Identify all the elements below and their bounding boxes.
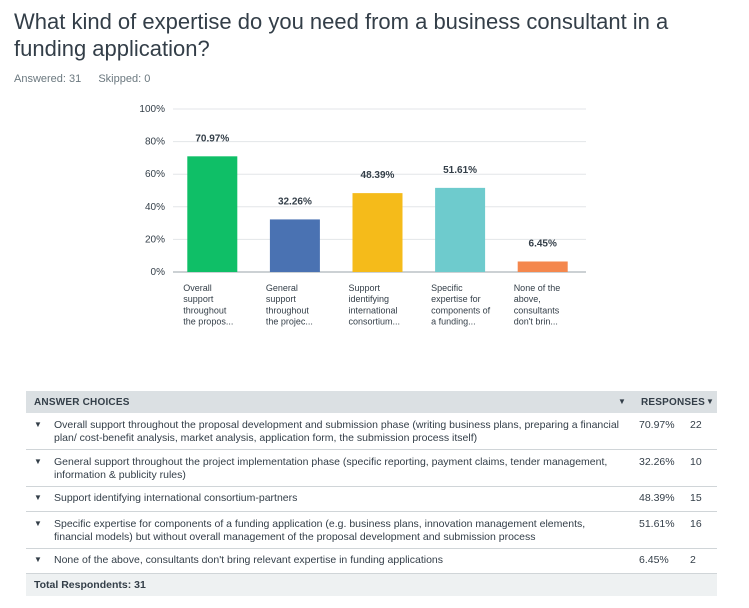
bar <box>517 261 568 272</box>
x-tick-label: None of the above, consultants don't brin..… <box>514 283 561 327</box>
row-expand-icon[interactable]: ▼ <box>34 493 42 502</box>
answer-text: Support identifying international consor… <box>54 492 298 504</box>
table-header: ANSWER CHOICES ▼ RESPONSES ▼ <box>26 391 717 413</box>
row-expand-icon[interactable]: ▼ <box>34 519 42 528</box>
answer-text: General support throughout the project i… <box>54 456 608 481</box>
table-row: ▼ Support identifying international cons… <box>26 487 717 512</box>
table-row: ▼ Specific expertise for components of a… <box>26 512 717 549</box>
row-expand-icon[interactable]: ▼ <box>34 420 42 429</box>
y-tick-label: 20% <box>145 234 165 245</box>
data-label: 51.61% <box>443 165 477 176</box>
answer-choices-header[interactable]: ANSWER CHOICES <box>34 397 130 408</box>
row-expand-icon[interactable]: ▼ <box>34 555 42 564</box>
table-row: ▼ General support throughout the project… <box>26 450 717 487</box>
answer-text: Overall support throughout the proposal … <box>54 419 620 444</box>
answered-count: Answered: 31 <box>14 73 82 85</box>
x-tick-label: Overall support throughout the propos... <box>183 283 233 327</box>
question-title: What kind of expertise do you need from … <box>14 9 669 61</box>
responses-header[interactable]: RESPONSES <box>641 397 706 408</box>
response-percent: 32.26% <box>639 456 675 468</box>
x-tick-label: Specific expertise for components of a fund… <box>431 283 491 327</box>
sort-choices-icon[interactable]: ▼ <box>618 397 626 406</box>
response-percent: 70.97% <box>639 419 675 431</box>
table-row: ▼ None of the above, consultants don't b… <box>26 549 717 574</box>
response-count[interactable]: 22 <box>690 419 702 431</box>
data-label: 32.26% <box>278 196 312 207</box>
answer-text: Specific expertise for components of a f… <box>54 518 586 543</box>
table-row: ▼ Overall support throughout the proposa… <box>26 413 717 450</box>
total-respondents: Total Respondents: 31 <box>34 579 146 591</box>
response-count[interactable]: 2 <box>690 554 696 566</box>
table-footer: Total Respondents: 31 <box>26 574 717 596</box>
response-percent: 6.45% <box>639 554 669 566</box>
skipped-count: Skipped: 0 <box>98 73 151 85</box>
answer-text: None of the above, consultants don't bri… <box>54 554 444 566</box>
bar <box>352 193 403 272</box>
x-tick-label: General support throughout the projec... <box>266 283 313 327</box>
y-tick-label: 100% <box>139 104 165 115</box>
response-percent: 48.39% <box>639 492 675 504</box>
data-label: 70.97% <box>195 133 229 144</box>
y-tick-label: 0% <box>151 267 166 278</box>
response-count[interactable]: 10 <box>690 456 702 468</box>
y-tick-label: 80% <box>145 137 165 148</box>
bar-chart: 0% 20% 40% 60% 80% 100% 70.97% Overall support th… <box>139 104 586 327</box>
data-label: 48.39% <box>361 170 395 181</box>
row-expand-icon[interactable]: ▼ <box>34 457 42 466</box>
x-tick-label: Support identifying international consortiu… <box>349 283 401 327</box>
response-percent: 51.61% <box>639 518 675 530</box>
sort-responses-icon[interactable]: ▼ <box>706 397 714 406</box>
bar <box>269 219 320 272</box>
data-label: 6.45% <box>529 238 557 249</box>
y-tick-label: 40% <box>145 202 165 213</box>
y-tick-label: 60% <box>145 169 165 180</box>
response-count[interactable]: 15 <box>690 492 702 504</box>
bar <box>435 187 486 272</box>
response-count[interactable]: 16 <box>690 518 702 530</box>
response-summary: Answered: 31 Skipped: 0 <box>14 73 164 85</box>
answer-table: ANSWER CHOICES ▼ RESPONSES ▼ ▼ Overall s… <box>26 391 717 596</box>
bar <box>187 156 238 272</box>
